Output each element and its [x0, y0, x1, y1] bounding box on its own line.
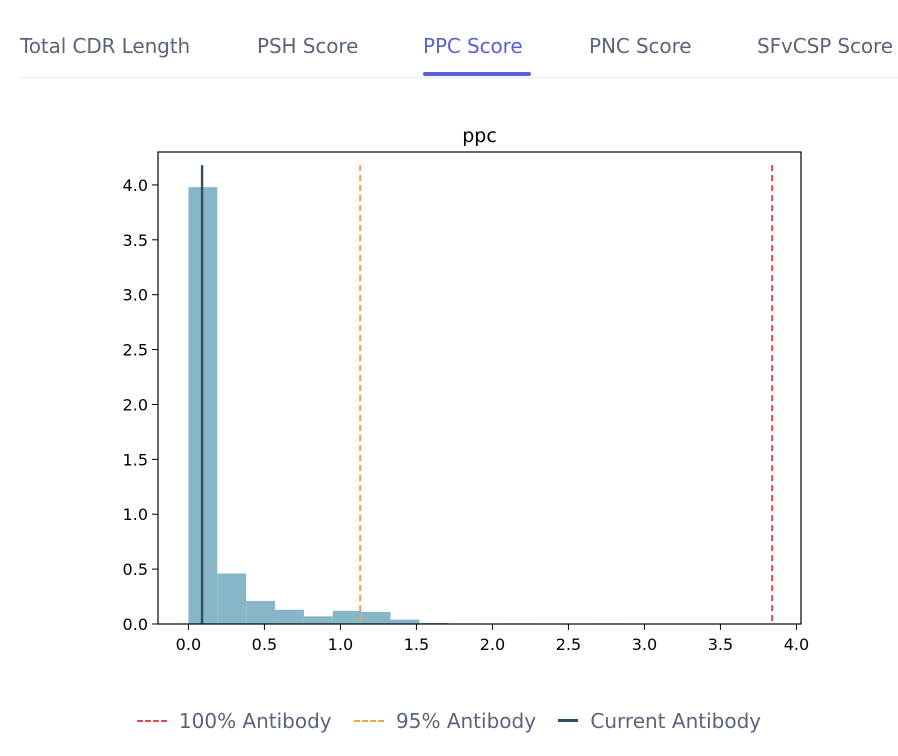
y-tick-label: 2.5: [123, 341, 148, 360]
y-tick-label: 1.0: [123, 505, 148, 524]
histogram-bar: [390, 619, 420, 624]
legend-label-100: 100% Antibody: [178, 709, 332, 733]
tab-psh-score[interactable]: PSH Score: [257, 34, 359, 58]
active-tab-indicator: [423, 72, 531, 76]
histogram-bar: [275, 609, 304, 624]
solid-line-icon: [558, 719, 579, 722]
dashed-line-icon: [354, 720, 385, 722]
x-tick-label: 1.5: [404, 635, 429, 654]
legend-label-current: Current Antibody: [590, 708, 762, 733]
histogram-chart: ppc 0.0 0.5 1.0 1.5 2.0 2.5 3.0 3.5 4.0 0.0 0.5 1.0 1…: [123, 125, 810, 654]
plot-frame: [157, 151, 802, 625]
y-tick-label: 2.0: [123, 395, 148, 414]
chart-title: ppc: [462, 125, 497, 147]
y-tick-label: 0.0: [123, 615, 148, 634]
y-tick-label: 1.5: [123, 450, 148, 469]
dashed-line-icon: [136, 720, 167, 722]
x-tick-label: 0.5: [252, 635, 277, 654]
legend-item-95[interactable]: 95% Antibody: [354, 709, 536, 733]
x-tick-label: 3.5: [708, 635, 733, 654]
tab-sfvcsp-score[interactable]: SFvCSP Score: [757, 34, 893, 58]
tab-total-cdr-length[interactable]: Total CDR Length: [20, 34, 191, 58]
tab-bar: Total CDR Length PSH Score PPC Score PNC…: [20, 0, 898, 78]
chart-legend: 100% Antibody 95% Antibody Current Antib…: [0, 703, 898, 733]
y-tick-label: 0.5: [123, 560, 148, 579]
histogram-bar: [361, 611, 391, 624]
histogram-bar: [217, 573, 247, 624]
y-tick-label: 3.0: [123, 286, 148, 305]
legend-item-current[interactable]: Current Antibody: [558, 709, 761, 733]
histogram-bar: [332, 610, 362, 624]
x-tick-label: 4.0: [784, 635, 809, 654]
histogram-bar: [246, 600, 276, 624]
x-tick-label: 0.0: [176, 635, 201, 654]
tab-ppc-score[interactable]: PPC Score: [423, 34, 523, 58]
x-tick-label: 2.0: [480, 635, 505, 654]
legend-label-95: 95% Antibody: [396, 709, 537, 733]
x-tick-label: 1.0: [328, 635, 353, 654]
y-tick-label: 3.5: [123, 231, 148, 250]
x-tick-label: 2.5: [556, 635, 581, 654]
x-tick-label: 3.0: [632, 635, 657, 654]
histogram-bar: [303, 616, 333, 624]
y-tick-label: 4.0: [123, 176, 148, 195]
tab-pnc-score[interactable]: PNC Score: [589, 34, 692, 58]
legend-item-100[interactable]: 100% Antibody: [136, 709, 332, 733]
